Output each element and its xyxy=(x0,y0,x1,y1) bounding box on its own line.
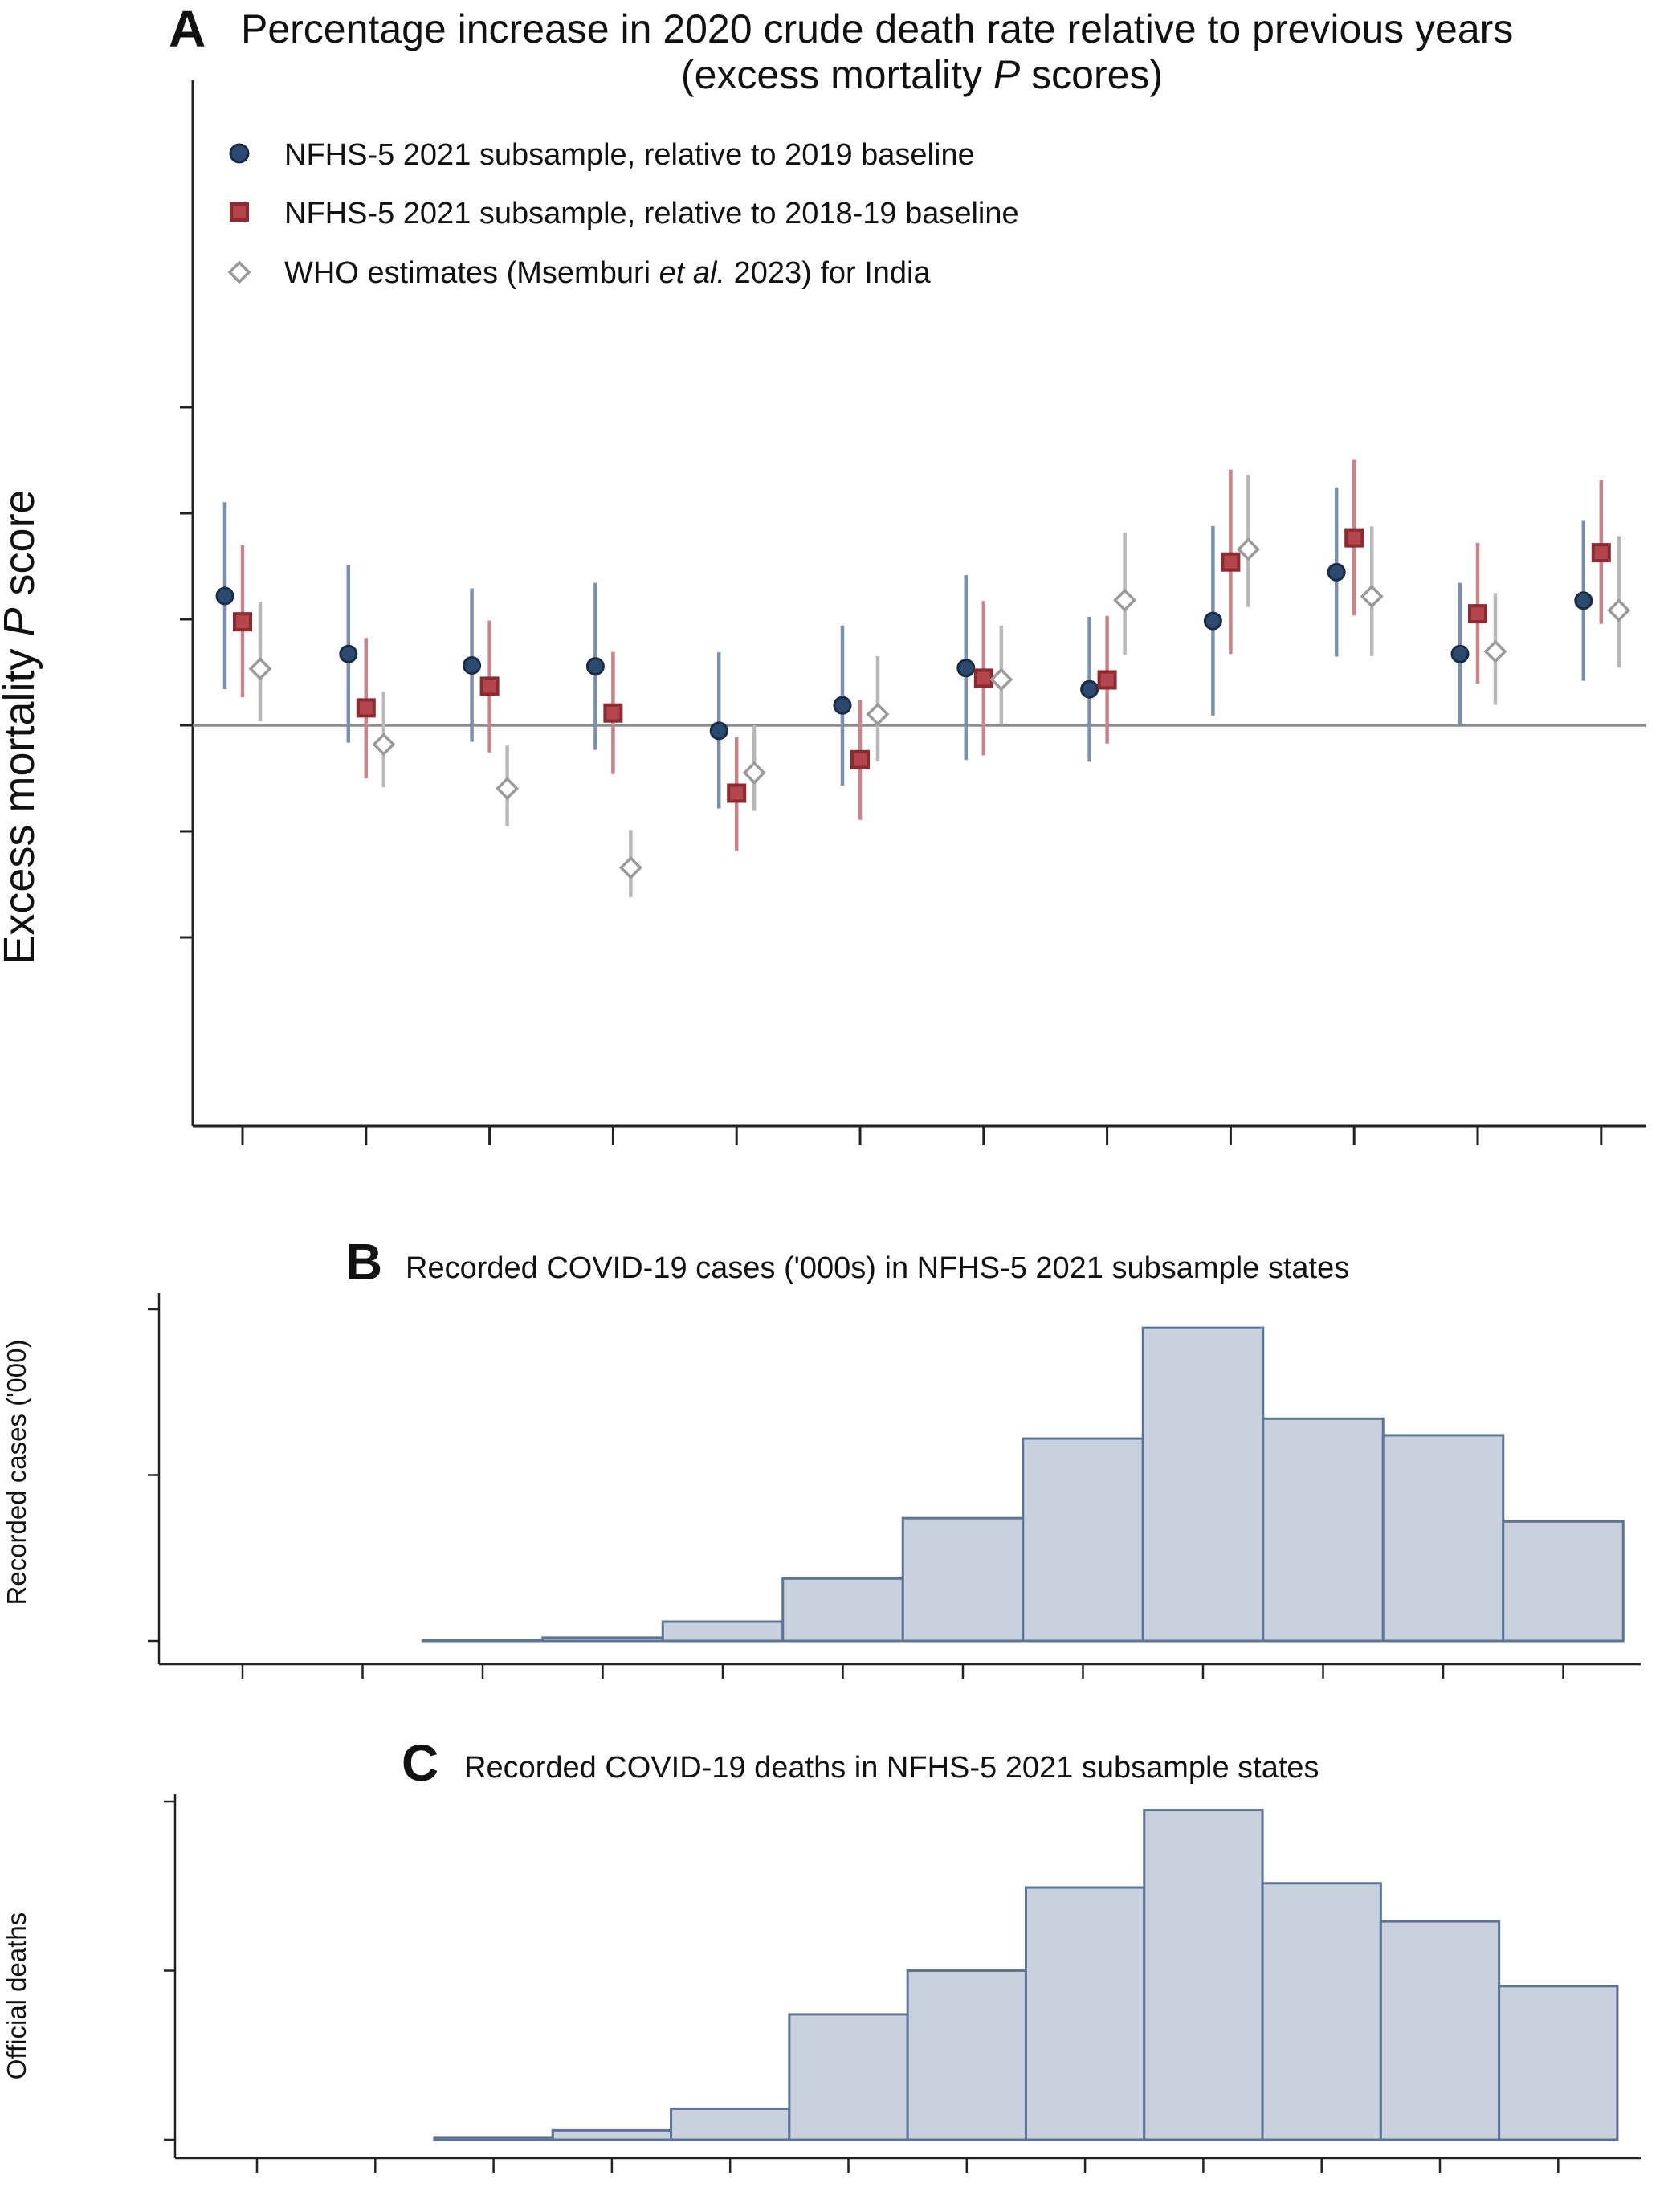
panel-c-y-axis-label: Official deaths xyxy=(2,1912,31,2080)
bar-sep-2020 xyxy=(1141,1326,1265,1643)
bar-mar-2020 xyxy=(421,1639,544,1643)
point-nfhs-2018-19 xyxy=(850,749,870,769)
point-who xyxy=(248,657,272,681)
bar-jun-2020 xyxy=(788,2013,909,2141)
bar-may-2020 xyxy=(661,1620,785,1643)
panel-a-legend: NFHS-5 2021 subsample, relative to 2019 … xyxy=(227,138,1019,290)
panel-c-title: Recorded COVID-19 deaths in NFHS-5 2021 … xyxy=(464,1751,1319,1785)
point-nfhs-2018-19 xyxy=(603,703,623,723)
panel-b-letter: B xyxy=(345,1233,382,1291)
bar-may-2020 xyxy=(670,2107,791,2141)
bar-apr-2020 xyxy=(541,1636,664,1643)
point-nfhs-2018-19 xyxy=(233,612,252,632)
point-nfhs-2019 xyxy=(1450,644,1470,663)
point-who xyxy=(1236,537,1260,561)
bar-oct-2020 xyxy=(1261,1882,1382,2141)
panel-c-letter: C xyxy=(402,1734,438,1792)
point-nfhs-2018-19 xyxy=(1468,604,1487,624)
panel-c: C Recorded COVID-19 deaths in NFHS-5 202… xyxy=(2,1734,1641,2173)
bar-nov-2020 xyxy=(1381,1434,1505,1643)
bar-sep-2020 xyxy=(1143,1809,1264,2141)
panel-b-y-axis-label: Recorded cases ('000) xyxy=(2,1340,31,1606)
point-who xyxy=(372,733,396,757)
point-nfhs-2018-19 xyxy=(479,676,500,696)
point-nfhs-2018-19 xyxy=(1097,670,1117,690)
point-nfhs-2019 xyxy=(709,721,728,741)
panel-b: B Recorded COVID-19 cases ('000s) in NFH… xyxy=(2,1233,1641,1679)
point-nfhs-2019 xyxy=(1327,562,1346,582)
point-nfhs-2018-19 xyxy=(356,698,376,718)
legend-marker-nfhs-2018-19 xyxy=(230,202,249,222)
point-who xyxy=(496,777,520,801)
panel-a: A Percentage increase in 2020 crude deat… xyxy=(0,0,1646,1145)
point-nfhs-2019 xyxy=(585,657,605,676)
panel-b-title: Recorded COVID-19 cases ('000s) in NFHS-… xyxy=(406,1251,1349,1285)
point-nfhs-2019 xyxy=(215,586,234,606)
point-who xyxy=(1113,588,1137,612)
bar-jun-2020 xyxy=(781,1577,904,1643)
bar-aug-2020 xyxy=(1024,1886,1146,2141)
point-who xyxy=(866,702,890,726)
legend-label-nfhs-2018-19: NFHS-5 2021 subsample, relative to 2018-… xyxy=(284,197,1019,231)
bar-mar-2020 xyxy=(433,2136,554,2141)
point-nfhs-2018-19 xyxy=(973,668,993,688)
bar-jul-2020 xyxy=(901,1516,1025,1643)
point-nfhs-2019 xyxy=(1203,611,1222,631)
legend-label-nfhs-2019: NFHS-5 2021 subsample, relative to 2019 … xyxy=(284,138,975,172)
panel-a-y-axis-label: Excess mortality P score xyxy=(0,489,43,964)
bar-dec-2020 xyxy=(1498,1985,1619,2141)
bar-jul-2020 xyxy=(906,1969,1027,2141)
point-who xyxy=(989,667,1013,692)
panel-a-title: Percentage increase in 2020 crude death … xyxy=(241,6,1513,51)
legend-label-who: WHO estimates (Msemburi et al. 2023) for… xyxy=(284,256,931,290)
point-who xyxy=(618,855,642,879)
legend-marker-who xyxy=(227,260,251,284)
point-nfhs-2018-19 xyxy=(727,783,747,803)
point-who xyxy=(1483,639,1507,663)
bar-aug-2020 xyxy=(1022,1437,1144,1643)
bar-oct-2020 xyxy=(1262,1417,1385,1643)
point-nfhs-2019 xyxy=(1574,591,1593,610)
point-nfhs-2018-19 xyxy=(1344,528,1364,548)
bar-apr-2020 xyxy=(551,2128,673,2141)
bar-dec-2020 xyxy=(1502,1520,1625,1643)
point-nfhs-2018-19 xyxy=(1591,543,1611,563)
panel-a-letter: A xyxy=(169,0,206,58)
point-nfhs-2018-19 xyxy=(1221,552,1241,572)
point-nfhs-2019 xyxy=(833,696,852,715)
legend-marker-nfhs-2019 xyxy=(229,143,250,164)
bar-nov-2020 xyxy=(1379,1920,1501,2141)
point-nfhs-2019 xyxy=(463,656,482,675)
panel-a-subtitle: (excess mortality P scores) xyxy=(681,52,1163,97)
point-nfhs-2019 xyxy=(956,659,976,678)
point-who xyxy=(1360,585,1384,608)
point-nfhs-2019 xyxy=(339,644,358,663)
point-nfhs-2019 xyxy=(1080,680,1099,699)
point-who xyxy=(1607,598,1631,622)
point-who xyxy=(742,761,766,785)
